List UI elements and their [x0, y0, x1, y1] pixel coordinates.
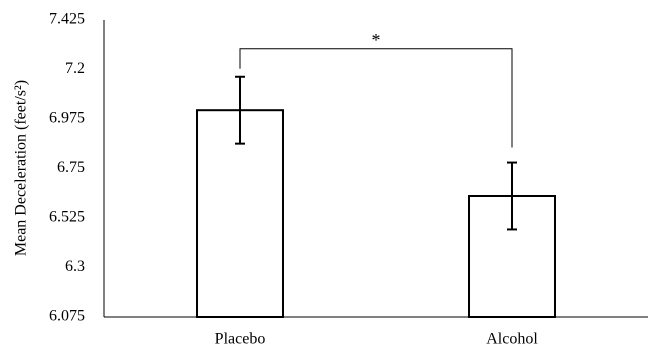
error-bars	[235, 75, 517, 231]
x-axis-ticks: Placebo Alcohol	[215, 331, 539, 348]
significance-label: *	[372, 30, 381, 50]
y-tick-label: 6.75	[57, 159, 85, 176]
y-tick-label: 6.3	[65, 258, 85, 275]
y-axis-ticks: 6.075 6.3 6.525 6.75 6.975 7.2 7.425	[49, 11, 85, 325]
y-tick-label: 6.975	[49, 110, 85, 127]
y-axis-label: Mean Deceleration (feet/s²)	[13, 80, 30, 256]
y-tick-label: 7.425	[49, 11, 85, 28]
y-tick-label: 6.525	[49, 209, 85, 226]
y-tick-label: 7.2	[65, 60, 85, 77]
x-tick-label: Placebo	[215, 331, 266, 348]
significance-bracket: *	[239, 30, 513, 148]
bracket-line	[239, 48, 513, 148]
bar-placebo	[196, 109, 284, 318]
x-tick-label: Alcohol	[486, 331, 538, 348]
bars	[196, 109, 556, 318]
y-tick-label: 6.075	[49, 308, 85, 325]
axes	[103, 20, 648, 318]
